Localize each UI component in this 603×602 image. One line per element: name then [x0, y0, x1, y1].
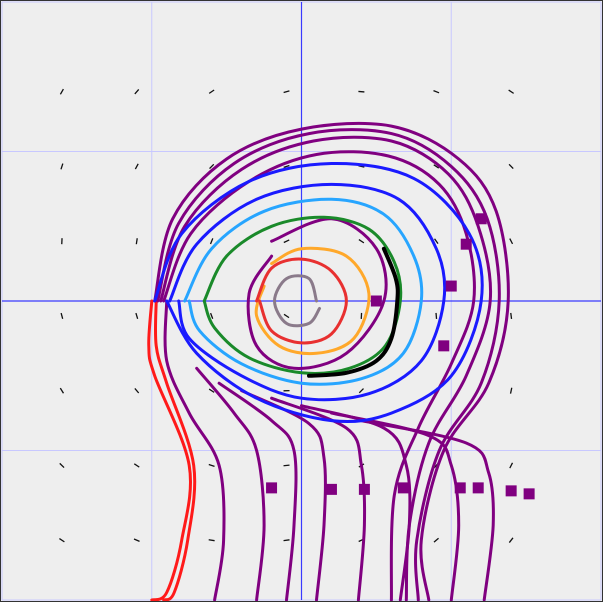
- vector-field-arrow: [283, 313, 290, 319]
- vector-field-arrow: [59, 88, 64, 95]
- trajectory-blue-16: [168, 182, 447, 402]
- vector-field-arrow: [283, 539, 290, 542]
- vector-field-arrow: [134, 163, 139, 170]
- vector-field-arrow: [358, 165, 365, 168]
- trajectory-gray-22: [273, 274, 321, 328]
- vector-field-arrow: [508, 163, 514, 170]
- trajectory-blue-15: [153, 161, 484, 424]
- trajectory-start-marker: [397, 482, 409, 494]
- vector-field-arrow: [434, 238, 439, 245]
- trajectory-red-1: [153, 299, 197, 602]
- vector-field-arrow: [59, 387, 65, 394]
- vector-field-arrow: [283, 239, 290, 244]
- trajectory-purple-3: [156, 128, 501, 602]
- trajectory-start-marker: [370, 295, 382, 307]
- trajectory-black-19: [307, 246, 400, 378]
- vector-field-arrow: [509, 238, 514, 245]
- trajectory-purple-7: [195, 366, 266, 602]
- vector-field-arrow: [134, 387, 140, 394]
- trajectory-lightblue-17: [183, 197, 424, 386]
- vector-field-arrow: [208, 388, 215, 393]
- vector-field-arrow: [358, 388, 364, 394]
- vector-field-arrow: [135, 238, 138, 245]
- trajectory-start-marker: [325, 483, 337, 495]
- trajectory-start-marker: [358, 483, 370, 495]
- vector-field-arrow: [433, 164, 440, 169]
- vector-field-arrow: [283, 164, 290, 168]
- vector-field-arrow: [59, 462, 65, 469]
- vector-field-arrow: [283, 90, 290, 94]
- vector-field-arrow: [509, 387, 513, 394]
- vector-field-arrow: [209, 312, 214, 319]
- trajectory-green-18: [202, 215, 403, 375]
- vector-field-arrow: [60, 163, 64, 170]
- trajectory-start-marker: [460, 238, 472, 250]
- trajectory-purple-13: [359, 419, 495, 602]
- vector-field-arrow: [208, 539, 215, 542]
- trajectory-start-marker: [454, 482, 466, 494]
- trajectory-crimson-21: [255, 257, 348, 345]
- vector-field-arrow: [208, 89, 215, 94]
- vector-field-arrow: [208, 463, 215, 467]
- vector-field-arrow: [133, 538, 140, 542]
- vector-field-arrow: [508, 89, 515, 94]
- trajectory-purple-2: [153, 121, 510, 602]
- trajectory-start-marker: [523, 488, 535, 500]
- trajectory-purple-14: [246, 217, 388, 370]
- trajectory-start-marker: [472, 482, 484, 494]
- trajectory-start-marker: [505, 485, 517, 497]
- vector-field-arrow: [209, 238, 214, 245]
- trajectory-start-marker: [266, 482, 278, 494]
- trajectory-start-marker: [445, 280, 457, 292]
- vector-field-arrow: [283, 464, 290, 467]
- trajectory-purple-8: [217, 381, 298, 602]
- trajectory-purple-6: [163, 299, 226, 602]
- trajectory-red-0: [147, 299, 192, 602]
- vector-field-arrow: [59, 537, 65, 543]
- vector-field-arrow: [508, 537, 514, 543]
- vector-field-arrow: [134, 88, 140, 95]
- vector-field-arrow: [435, 312, 438, 319]
- vector-field-arrow: [209, 163, 215, 170]
- trajectory-purple-10: [270, 396, 367, 602]
- trajectory-start-marker: [438, 340, 450, 352]
- vector-field-arrow: [133, 463, 140, 468]
- vector-field-arrow: [358, 238, 365, 244]
- vector-field-arrow: [60, 312, 64, 320]
- trajectory-orange-20: [254, 246, 371, 356]
- vector-field-arrow: [433, 537, 439, 543]
- trajectory-purple-4: [159, 135, 493, 602]
- vector-field-arrow: [135, 312, 139, 320]
- vector-field-arrow: [509, 462, 514, 469]
- vector-field-arrow: [433, 89, 440, 94]
- trajectory-start-marker: [475, 213, 487, 225]
- vector-field-arrow: [510, 312, 513, 320]
